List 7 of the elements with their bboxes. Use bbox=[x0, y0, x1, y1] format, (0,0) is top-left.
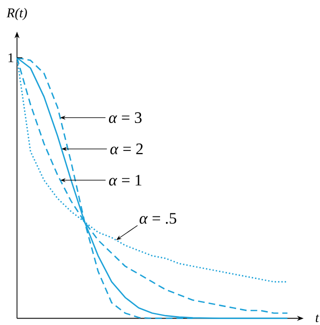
y-axis-title: R(t) bbox=[6, 8, 27, 20]
annotation: α = .5 bbox=[140, 213, 176, 224]
annotation: α = 3 bbox=[108, 112, 142, 124]
annotation: α = 2 bbox=[110, 144, 143, 154]
x-axis-title: t bbox=[316, 314, 320, 322]
annotation: α = 1 bbox=[109, 174, 142, 186]
text: 1 bbox=[8, 53, 14, 62]
